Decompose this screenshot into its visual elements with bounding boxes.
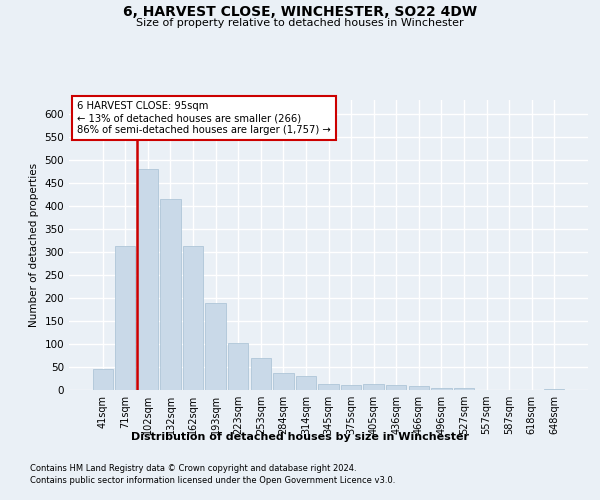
Bar <box>228 342 248 390</box>
Bar <box>251 358 271 390</box>
Bar <box>431 388 452 390</box>
Bar <box>92 370 113 390</box>
Text: Size of property relative to detached houses in Winchester: Size of property relative to detached ho… <box>136 18 464 28</box>
Y-axis label: Number of detached properties: Number of detached properties <box>29 163 39 327</box>
Text: Contains public sector information licensed under the Open Government Licence v3: Contains public sector information licen… <box>30 476 395 485</box>
Bar <box>386 385 406 390</box>
Text: Distribution of detached houses by size in Winchester: Distribution of detached houses by size … <box>131 432 469 442</box>
Text: 6 HARVEST CLOSE: 95sqm
← 13% of detached houses are smaller (266)
86% of semi-de: 6 HARVEST CLOSE: 95sqm ← 13% of detached… <box>77 102 331 134</box>
Bar <box>273 372 293 390</box>
Bar <box>205 302 226 390</box>
Bar <box>341 385 361 390</box>
Bar <box>183 246 203 390</box>
Bar <box>409 386 429 390</box>
Bar <box>544 388 565 390</box>
Bar <box>138 169 158 390</box>
Bar <box>364 384 384 390</box>
Bar <box>115 246 136 390</box>
Bar <box>296 376 316 390</box>
Text: Contains HM Land Registry data © Crown copyright and database right 2024.: Contains HM Land Registry data © Crown c… <box>30 464 356 473</box>
Bar <box>160 199 181 390</box>
Text: 6, HARVEST CLOSE, WINCHESTER, SO22 4DW: 6, HARVEST CLOSE, WINCHESTER, SO22 4DW <box>123 5 477 19</box>
Bar <box>319 384 338 390</box>
Bar <box>454 388 474 390</box>
